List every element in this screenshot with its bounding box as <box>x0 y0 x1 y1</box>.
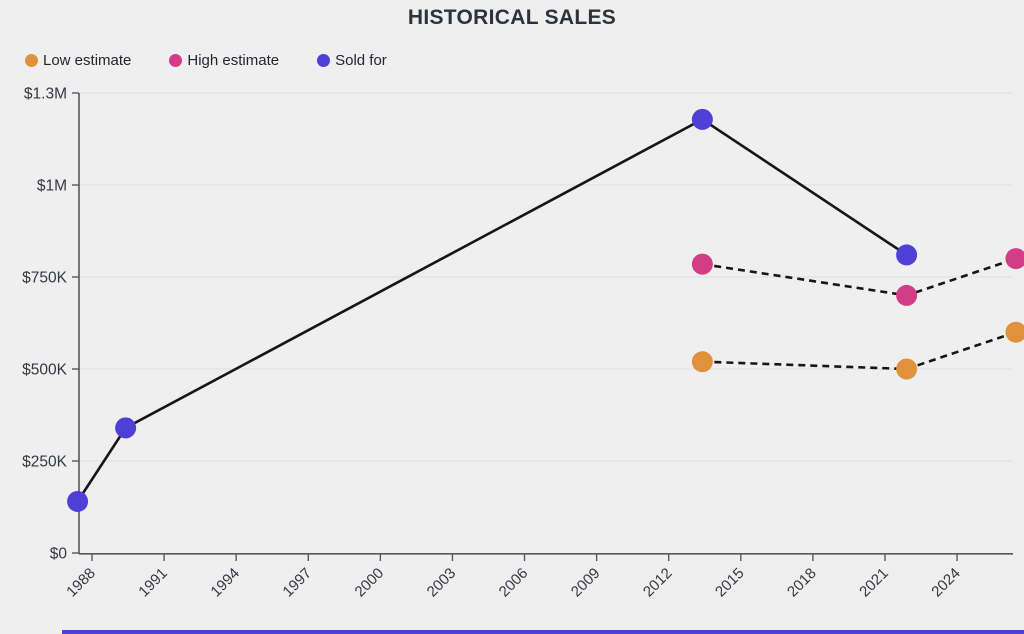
x-tick-label: 1994 <box>207 565 243 601</box>
y-tick-label: $500K <box>22 362 67 379</box>
y-tick-label: $750K <box>22 270 67 287</box>
x-tick-label: 2009 <box>568 565 604 601</box>
data-point-low-estimate[interactable] <box>691 351 713 373</box>
data-point-high-estimate[interactable] <box>1005 248 1024 270</box>
x-tick-label: 1988 <box>63 565 99 601</box>
data-point-sold-for[interactable] <box>67 490 89 512</box>
y-tick-label: $1M <box>37 178 67 195</box>
data-point-sold-for[interactable] <box>691 108 713 130</box>
x-tick-label: 1997 <box>279 565 315 601</box>
data-point-sold-for[interactable] <box>115 417 137 439</box>
x-tick-label: 1991 <box>135 565 171 601</box>
data-point-high-estimate[interactable] <box>896 284 918 306</box>
low-estimate-dot-icon <box>25 54 38 67</box>
chart-title: HISTORICAL SALES <box>407 6 617 29</box>
sold-for-dot-icon <box>317 54 331 67</box>
y-tick-label: $1.3M <box>24 86 67 103</box>
legend-label: Low estimate <box>43 52 132 69</box>
y-tick-label: $0 <box>50 546 68 563</box>
data-point-high-estimate[interactable] <box>691 253 713 275</box>
series-line-sold-for <box>76 117 908 503</box>
high-estimate-dot-icon <box>169 54 183 67</box>
data-point-sold-for[interactable] <box>896 244 918 266</box>
legend-label: High estimate <box>187 52 280 69</box>
data-point-low-estimate[interactable] <box>1005 321 1024 343</box>
legend-item-low-estimate[interactable]: Low estimate <box>25 52 131 69</box>
x-tick-label: 2015 <box>712 565 748 601</box>
bottom-accent-bar <box>62 630 1024 634</box>
chart-legend: Low estimate High estimate Sold for <box>25 52 387 69</box>
x-tick-label: 2024 <box>928 565 964 601</box>
x-tick-label: 2006 <box>496 565 532 601</box>
x-tick-label: 2021 <box>856 565 892 601</box>
legend-item-sold-for[interactable]: Sold for <box>317 52 387 69</box>
data-point-low-estimate[interactable] <box>896 358 918 380</box>
legend-item-high-estimate[interactable]: High estimate <box>169 52 279 69</box>
x-tick-label: 2000 <box>352 565 388 601</box>
x-tick-label: 2003 <box>424 565 460 601</box>
x-tick-label: 2018 <box>784 565 820 601</box>
series-line-low-estimate <box>702 330 1017 371</box>
legend-label: Sold for <box>335 52 387 69</box>
y-tick-label: $250K <box>22 454 67 471</box>
x-tick-label: 2012 <box>640 565 676 601</box>
